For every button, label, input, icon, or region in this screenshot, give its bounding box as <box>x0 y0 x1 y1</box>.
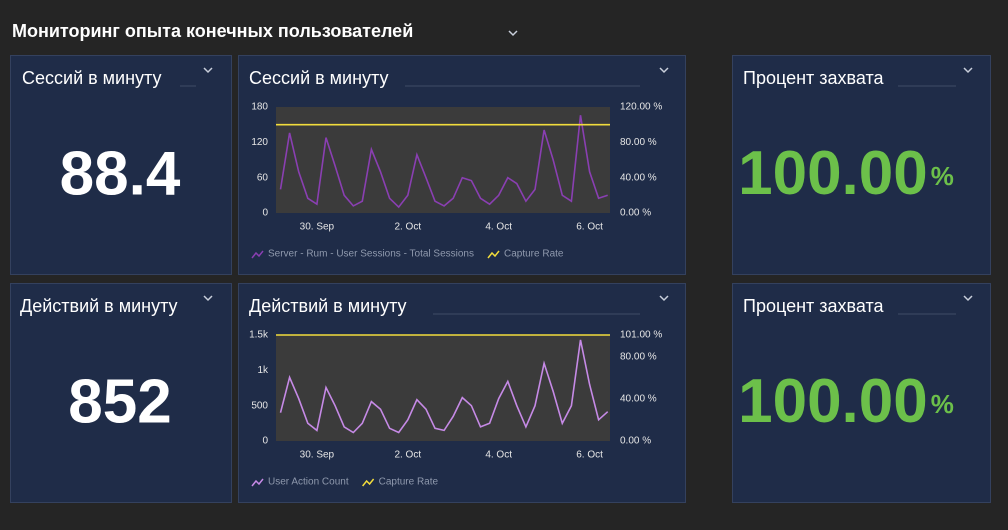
tile <box>732 55 991 275</box>
y2-tick-label: 40.00 % <box>620 394 657 405</box>
y2-tick-label: 80.00 % <box>620 352 657 363</box>
x-tick-label: 30. Sep <box>300 222 335 233</box>
tile-title: Процент захвата <box>743 296 885 316</box>
y2-tick-label: 80.00 % <box>620 137 657 148</box>
tile-value: 852 <box>68 367 171 436</box>
y-tick-label: 120 <box>251 137 268 148</box>
legend-label: User Action Count <box>268 477 349 488</box>
x-tick-label: 30. Sep <box>300 450 335 461</box>
legend-label: Capture Rate <box>379 477 439 488</box>
tile <box>10 283 232 503</box>
tile-title: Действий в минуту <box>20 296 178 316</box>
y-tick-label: 0 <box>262 436 268 447</box>
series-line <box>279 339 609 434</box>
y2-tick-label: 0.00 % <box>620 436 651 447</box>
tile-value: 100.00% <box>738 139 954 208</box>
y-tick-label: 60 <box>257 172 269 183</box>
legend-label: Server - Rum - User Sessions - Total Ses… <box>268 249 474 260</box>
dashboard-title: Мониторинг опыта конечных пользователей <box>12 21 413 41</box>
legend-label: Capture Rate <box>504 249 564 260</box>
series-line <box>279 115 608 209</box>
tile-menu[interactable] <box>203 67 973 302</box>
y-tick-label: 1.5k <box>249 330 269 341</box>
y-tick-label: 500 <box>251 400 268 411</box>
y-tick-label: 0 <box>262 208 268 219</box>
chevron[interactable] <box>508 30 518 37</box>
value-unit: % <box>931 389 954 419</box>
y-tick-label: 1k <box>257 365 269 376</box>
chart-title: Сессий в минуту <box>249 68 389 88</box>
title-rule <box>180 85 956 315</box>
x-tick-label: 6. Oct <box>576 222 603 233</box>
plot-area <box>276 107 610 213</box>
legend-swatch <box>487 250 500 259</box>
y-tick-label: 180 <box>251 102 268 113</box>
plot-area <box>276 335 610 441</box>
y2-tick-label: 0.00 % <box>620 208 651 219</box>
y2-tick-label: 120.00 % <box>620 102 662 113</box>
x-tick-label: 6. Oct <box>576 450 603 461</box>
legend-swatch <box>251 478 264 487</box>
tile-value: 100.00% <box>738 367 954 436</box>
y2-tick-label: 40.00 % <box>620 172 657 183</box>
value-text: 100.00 <box>738 367 928 436</box>
chart-title: Действий в минуту <box>249 296 407 316</box>
x-tick-label: 2. Oct <box>394 222 421 233</box>
tile <box>732 283 991 503</box>
tile-title: Сессий в минуту <box>22 68 162 88</box>
x-tick-label: 4. Oct <box>485 450 512 461</box>
x-tick-label: 4. Oct <box>485 222 512 233</box>
legend-swatch <box>251 250 264 259</box>
value-text: 100.00 <box>738 139 928 208</box>
y2-tick-label: 101.00 % <box>620 330 662 341</box>
tile <box>10 55 232 275</box>
tile-value: 88.4 <box>60 139 181 208</box>
x-tick-label: 2. Oct <box>394 450 421 461</box>
legend-swatch <box>362 478 375 487</box>
value-unit: % <box>931 161 954 191</box>
tile-title: Процент захвата <box>743 68 885 88</box>
